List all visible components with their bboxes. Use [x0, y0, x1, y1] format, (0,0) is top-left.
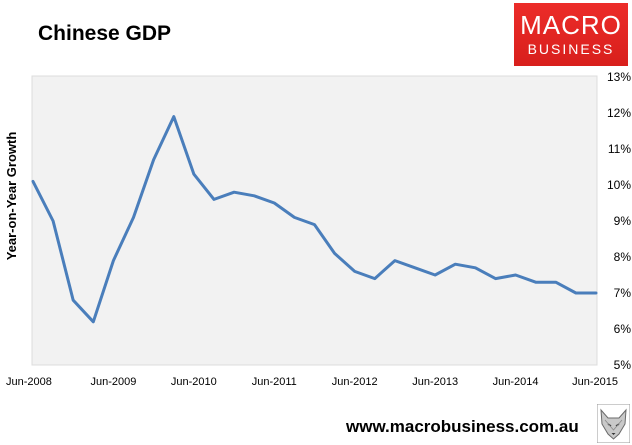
y-tick-label: 9%: [614, 214, 632, 228]
x-tick-label: Jun-2009: [90, 376, 136, 388]
plot-area: [31, 75, 598, 366]
footer-url[interactable]: www.macrobusiness.com.au: [346, 417, 579, 436]
y-tick-label: 12%: [607, 106, 631, 120]
x-tick-labels: Jun-2008 Jun-2009 Jun-2010 Jun-2011 Jun-2012…: [6, 376, 618, 388]
x-tick-label: Jun-2015: [572, 376, 618, 388]
x-tick-label: Jun-2014: [493, 376, 539, 388]
series-lines: [31, 115, 598, 324]
x-tick-label: Jun-2008: [6, 376, 52, 388]
y-tick-label: 5%: [614, 358, 632, 372]
y-tick-labels: 5% 6% 7% 8% 9% 10% 11% 12% 13%: [607, 70, 631, 372]
y-tick-label: 7%: [614, 286, 632, 300]
y-tick-label: 6%: [614, 322, 632, 336]
x-tick-label: Jun-2013: [412, 376, 458, 388]
gdp-growth-line: [31, 115, 598, 324]
y-tick-label: 11%: [608, 142, 631, 156]
x-tick-label: Jun-2010: [171, 376, 217, 388]
y-tick-label: 10%: [607, 178, 631, 192]
page-title: Chinese GDP: [38, 22, 172, 45]
y-tick-label: 13%: [607, 70, 631, 84]
y-tick-label: 8%: [614, 250, 632, 264]
y-axis-label: Year-on-Year Growth: [4, 132, 19, 261]
macrobusiness-logo[interactable]: MACRO BUSINESS: [514, 3, 628, 66]
x-tick-label: Jun-2011: [252, 376, 297, 388]
logo-line-business: BUSINESS: [527, 41, 615, 57]
x-tick-label: Jun-2012: [332, 376, 378, 388]
logo-line-macro: MACRO: [520, 10, 622, 40]
fox-icon: [597, 404, 630, 443]
